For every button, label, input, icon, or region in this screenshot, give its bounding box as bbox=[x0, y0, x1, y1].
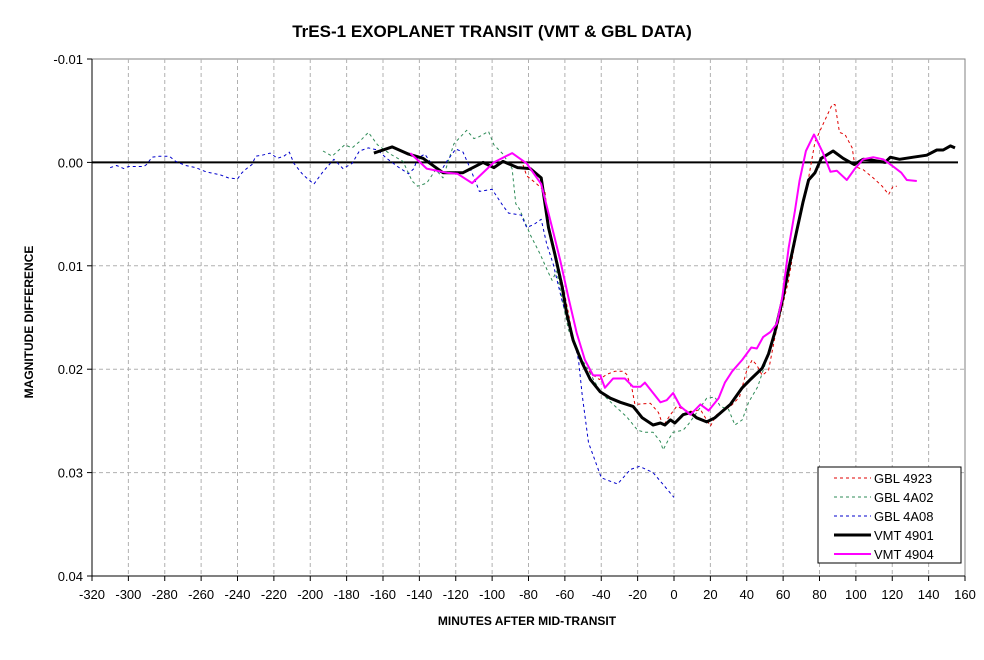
x-tick-label: -320 bbox=[79, 587, 105, 602]
series-line-gbl-4a08 bbox=[110, 147, 675, 498]
x-tick-label: 100 bbox=[845, 587, 867, 602]
x-tick-label: -40 bbox=[592, 587, 611, 602]
legend-label: VMT 4901 bbox=[874, 528, 934, 543]
x-tick-label: 40 bbox=[740, 587, 754, 602]
legend-label: VMT 4904 bbox=[874, 547, 934, 562]
x-axis-ticks: -320 -300 -280 -260 -240 -220 -200 -180 -160 -140… bbox=[79, 576, 976, 602]
series-line-vmt-4904 bbox=[409, 133, 917, 416]
legend-label: GBL 4A02 bbox=[874, 490, 934, 505]
x-tick-label: -100 bbox=[479, 587, 505, 602]
series-lines bbox=[110, 104, 956, 498]
x-tick-label: -80 bbox=[519, 587, 538, 602]
x-tick-label: -220 bbox=[261, 587, 287, 602]
y-tick-label: 0.02 bbox=[58, 362, 83, 377]
y-axis-title: MAGNITUDE DIFFERENCE bbox=[22, 246, 36, 399]
x-tick-label: 140 bbox=[918, 587, 940, 602]
x-tick-label: 120 bbox=[881, 587, 903, 602]
legend-label: GBL 4A08 bbox=[874, 509, 934, 524]
chart-title: TrES-1 EXOPLANET TRANSIT (VMT & GBL DATA… bbox=[292, 22, 692, 41]
x-tick-label: -60 bbox=[555, 587, 574, 602]
x-tick-label: -260 bbox=[188, 587, 214, 602]
y-axis-ticks: -0.01 0.00 0.01 0.02 0.03 0.04 bbox=[53, 52, 92, 584]
y-tick-label: 0.00 bbox=[58, 155, 83, 170]
x-tick-label: -300 bbox=[115, 587, 141, 602]
y-tick-label: 0.01 bbox=[58, 259, 83, 274]
legend-label: GBL 4923 bbox=[874, 471, 932, 486]
x-tick-label: -240 bbox=[224, 587, 250, 602]
x-tick-label: -140 bbox=[406, 587, 432, 602]
x-tick-label: 20 bbox=[703, 587, 717, 602]
x-tick-label: -180 bbox=[334, 587, 360, 602]
x-tick-label: -20 bbox=[628, 587, 647, 602]
x-tick-label: -280 bbox=[152, 587, 178, 602]
y-tick-label: 0.03 bbox=[58, 466, 83, 481]
x-tick-label: 60 bbox=[776, 587, 790, 602]
x-tick-label: 0 bbox=[670, 587, 677, 602]
legend: GBL 4923 GBL 4A02 GBL 4A08 VMT 4901 VMT 4904 bbox=[817, 466, 962, 564]
x-tick-label: 80 bbox=[812, 587, 826, 602]
series-line-gbl-4a02 bbox=[322, 129, 780, 451]
legend-box bbox=[817, 466, 962, 564]
x-tick-label: -120 bbox=[443, 587, 469, 602]
y-tick-label: -0.01 bbox=[53, 52, 83, 67]
y-tick-label: 0.04 bbox=[58, 569, 83, 584]
x-tick-label: 160 bbox=[954, 587, 976, 602]
x-axis-title: MINUTES AFTER MID-TRANSIT bbox=[438, 614, 617, 628]
x-tick-label: -200 bbox=[297, 587, 323, 602]
x-tick-label: -160 bbox=[370, 587, 396, 602]
